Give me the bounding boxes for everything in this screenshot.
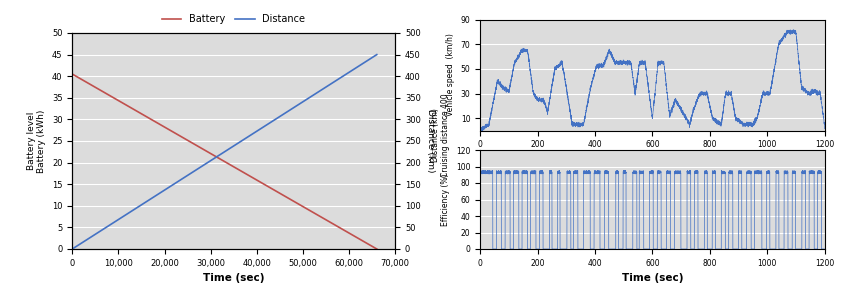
X-axis label: Time (sec): Time (sec) [621,273,683,283]
Legend: Battery, Distance: Battery, Distance [158,10,309,28]
Y-axis label: Distance (km): Distance (km) [426,109,434,173]
Y-axis label: Battery level
Battery (kWh): Battery level Battery (kWh) [27,109,47,173]
Y-axis label: Efficiency (%): Efficiency (%) [441,173,451,226]
Text: Distance (km)
Cruising distance 400: Distance (km) Cruising distance 400 [431,93,450,177]
Y-axis label: Vehicle speed  (km/h): Vehicle speed (km/h) [446,34,456,116]
X-axis label: Time (sec): Time (sec) [203,273,264,283]
